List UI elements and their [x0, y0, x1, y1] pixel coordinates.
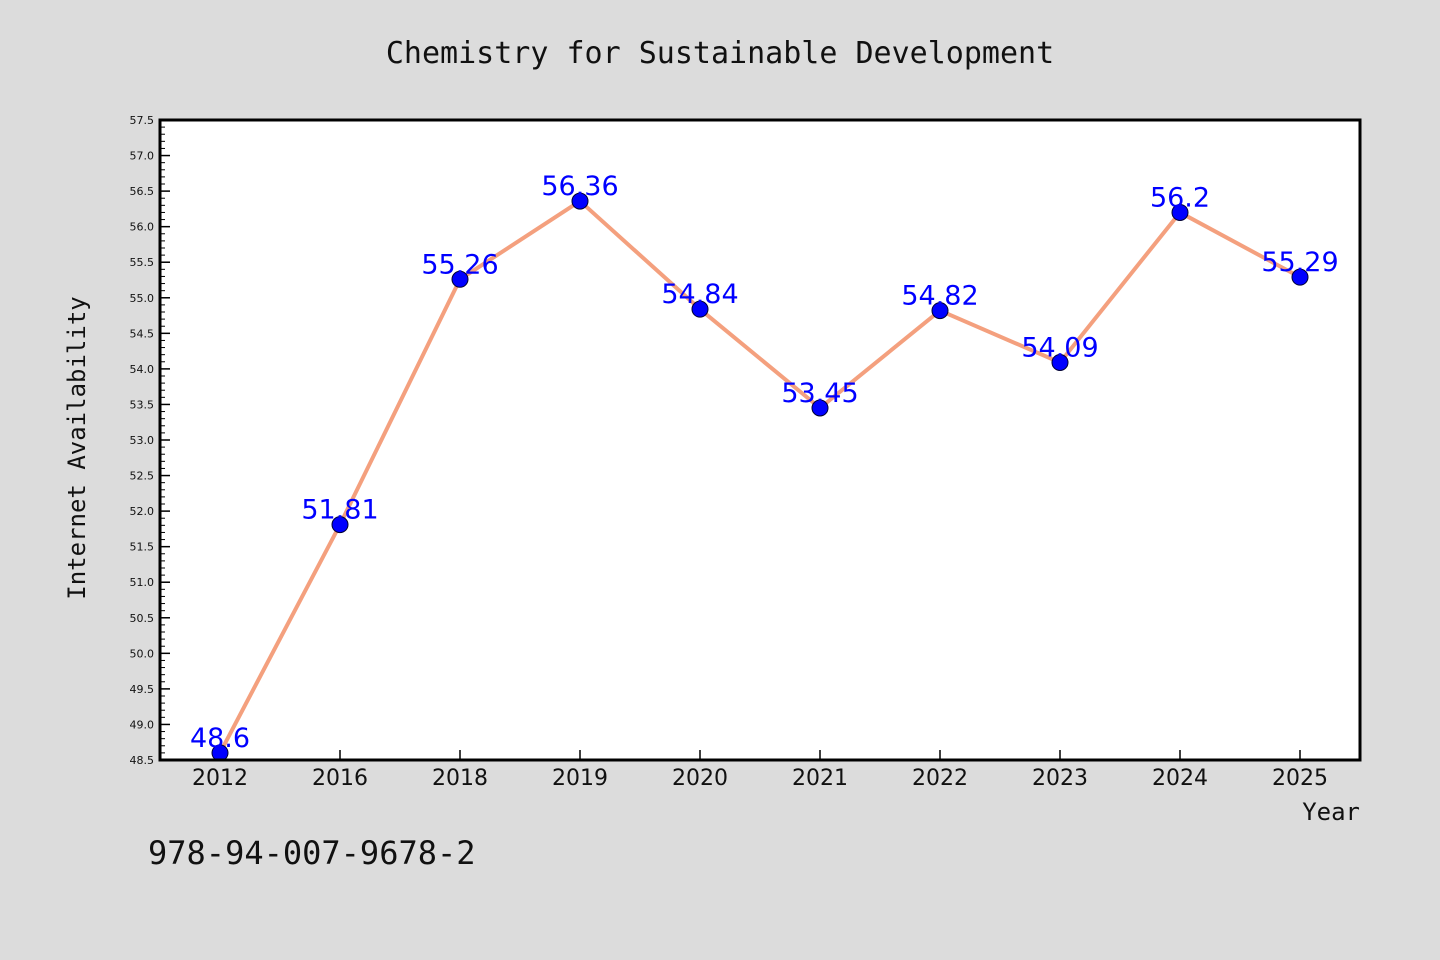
y-tick-label: 53.5 [130, 398, 155, 411]
y-tick-label: 51.0 [130, 576, 155, 589]
series-line [218, 199, 1302, 755]
y-tick-label: 54.0 [130, 363, 155, 376]
footer-isbn-text: 978-94-007-9678-2 [148, 834, 476, 872]
data-point-marker [331, 516, 349, 534]
data-label: 54.84 [661, 279, 738, 310]
y-tick-label: 56.5 [130, 185, 155, 198]
data-point-marker [931, 302, 949, 320]
y-tick-label: 51.5 [130, 541, 155, 554]
data-point-marker [1171, 203, 1189, 221]
plot-frame [158, 118, 1362, 762]
y-tick-label: 52.0 [130, 505, 155, 518]
x-axis-ticks: 2012 2016 2018 2019 2020 2021 2022 2023 2024 2025 [192, 750, 1328, 791]
x-tick-label: 2024 [1152, 766, 1208, 791]
x-tick-label: 2018 [432, 766, 488, 791]
x-tick-label: 2025 [1272, 766, 1328, 791]
y-tick-label: 54.5 [130, 327, 155, 340]
data-label: 56.2 [1150, 182, 1210, 213]
x-tick-label: 2019 [552, 766, 608, 791]
data-label: 53.45 [781, 378, 858, 409]
data-label: 55.26 [421, 249, 498, 280]
y-tick-label: 53.0 [130, 434, 155, 447]
data-point-marker [691, 300, 709, 318]
data-label: 54.09 [1021, 332, 1098, 363]
x-tick-label: 2020 [672, 766, 728, 791]
data-label: 48.6 [190, 723, 250, 754]
chart-title: Chemistry for Sustainable Development [386, 36, 1054, 71]
plot-area [160, 120, 1360, 760]
data-labels: 48.6 51.81 55.26 56.36 54.84 53.45 54.82 54.09 5… [190, 171, 1339, 754]
y-tick-label: 55.5 [130, 256, 155, 269]
y-tick-label: 56.0 [130, 221, 155, 234]
x-axis-label: Year [1302, 798, 1360, 826]
y-tick-label: 55.0 [130, 292, 155, 305]
y-tick-label: 57.5 [130, 114, 155, 127]
y-axis-label: Internet Availability [63, 296, 91, 599]
data-point-marker [571, 192, 589, 210]
data-label: 55.29 [1261, 247, 1338, 278]
y-tick-label: 50.0 [130, 647, 155, 660]
y-tick-label: 52.5 [130, 470, 155, 483]
data-point-marker [1291, 268, 1309, 286]
data-label: 51.81 [301, 495, 378, 526]
data-label: 54.82 [901, 281, 978, 312]
y-tick-label: 49.5 [130, 683, 155, 696]
y-tick-label: 49.0 [130, 718, 155, 731]
data-point-marker [811, 399, 829, 417]
x-tick-label: 2016 [312, 766, 368, 791]
x-tick-label: 2022 [912, 766, 968, 791]
x-tick-label: 2021 [792, 766, 848, 791]
x-tick-label: 2023 [1032, 766, 1088, 791]
y-tick-label: 48.5 [130, 754, 155, 767]
x-tick-label: 2012 [192, 766, 248, 791]
data-point-marker [1051, 353, 1069, 371]
data-point-marker [451, 270, 469, 288]
data-markers [211, 192, 1309, 762]
data-label: 56.36 [541, 171, 618, 202]
y-tick-label: 57.0 [130, 150, 155, 163]
y-tick-label: 50.5 [130, 612, 155, 625]
y-axis-ticks: 48.5 49.0 49.5 50.0 50.5 51.0 51.5 52.0 52.5 53.0… [130, 114, 170, 767]
